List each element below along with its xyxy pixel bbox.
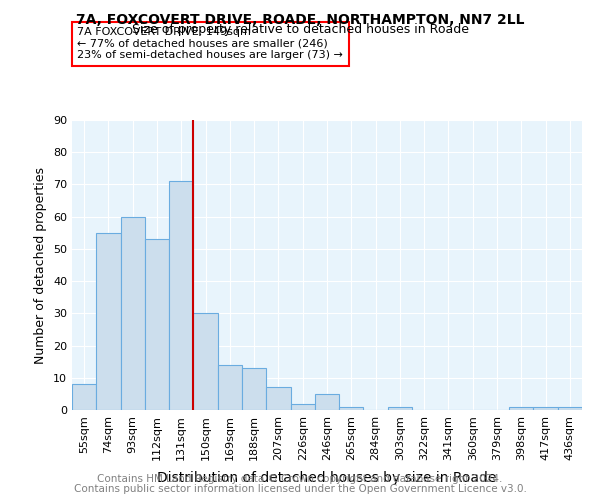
Bar [509, 407, 533, 410]
Bar [145, 239, 169, 410]
Y-axis label: Number of detached properties: Number of detached properties [34, 166, 47, 364]
Bar [388, 407, 412, 410]
Bar [218, 365, 242, 410]
Text: 7A, FOXCOVERT DRIVE, ROADE, NORTHAMPTON, NN7 2LL: 7A, FOXCOVERT DRIVE, ROADE, NORTHAMPTON,… [76, 12, 524, 26]
Text: Contains public sector information licensed under the Open Government Licence v3: Contains public sector information licen… [74, 484, 526, 494]
Bar [193, 314, 218, 410]
Bar [290, 404, 315, 410]
Bar [96, 233, 121, 410]
Bar [72, 384, 96, 410]
X-axis label: Distribution of detached houses by size in Roade: Distribution of detached houses by size … [157, 471, 497, 485]
Bar [533, 407, 558, 410]
Text: Contains HM Land Registry data © Crown copyright and database right 2024.: Contains HM Land Registry data © Crown c… [97, 474, 503, 484]
Text: 7A FOXCOVERT DRIVE: 149sqm
← 77% of detached houses are smaller (246)
23% of sem: 7A FOXCOVERT DRIVE: 149sqm ← 77% of deta… [77, 27, 343, 60]
Bar [339, 407, 364, 410]
Bar [121, 216, 145, 410]
Bar [242, 368, 266, 410]
Bar [558, 407, 582, 410]
Bar [315, 394, 339, 410]
Text: Size of property relative to detached houses in Roade: Size of property relative to detached ho… [131, 22, 469, 36]
Bar [266, 388, 290, 410]
Bar [169, 181, 193, 410]
